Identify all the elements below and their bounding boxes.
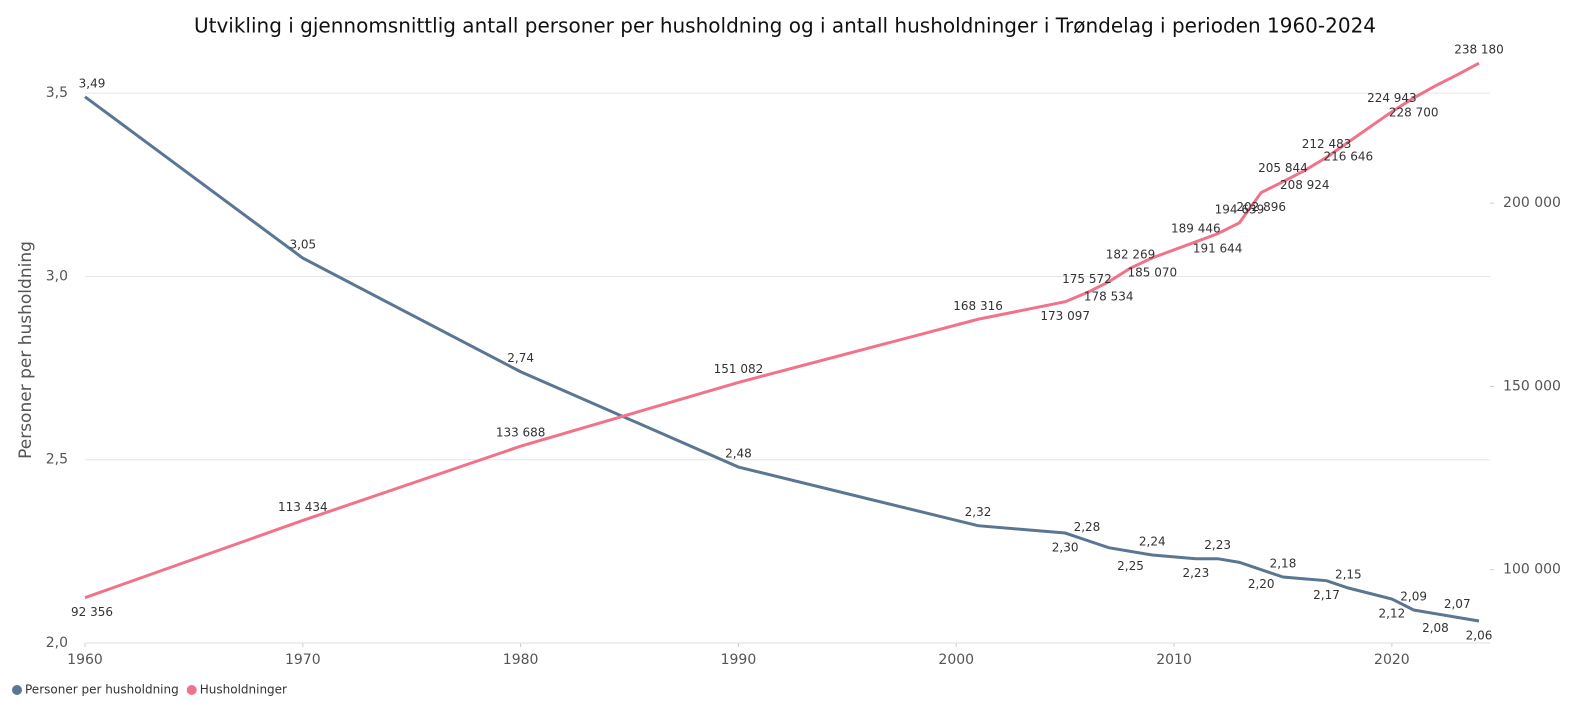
y2-tick-label: 200 000 — [1503, 195, 1561, 211]
series-line — [84, 61, 1480, 600]
data-label: 2,18 — [1270, 557, 1297, 571]
data-label: 113 434 — [278, 500, 328, 514]
x-tick-label: 2020 — [1374, 652, 1410, 668]
data-label: 2,24 — [1139, 535, 1166, 549]
y-tick-label: 3,0 — [46, 268, 68, 284]
y-tick-label: 2,5 — [46, 452, 68, 468]
data-label: 224 943 — [1367, 91, 1417, 105]
y2-tick-label: 150 000 — [1503, 378, 1561, 394]
data-label: 175 572 — [1062, 272, 1112, 286]
data-label: 2,25 — [1117, 559, 1144, 573]
data-label: 2,12 — [1379, 607, 1406, 621]
x-tick-label: 2000 — [938, 652, 974, 668]
data-label: 2,32 — [965, 505, 992, 519]
data-label: 2,15 — [1335, 568, 1362, 582]
data-label: 2,74 — [507, 351, 534, 365]
data-label: 92 356 — [71, 605, 113, 619]
data-label: 2,28 — [1074, 520, 1101, 534]
y-axis-label: Personer per husholdning — [16, 241, 36, 459]
data-label: 212 483 — [1302, 137, 1352, 151]
data-label: 2,06 — [1466, 629, 1493, 643]
data-label: 2,09 — [1400, 590, 1427, 604]
data-label: 185 070 — [1127, 265, 1177, 279]
chart-title: Utvikling i gjennomsnittlig antall perso… — [194, 14, 1376, 38]
data-label: 178 534 — [1084, 289, 1134, 303]
data-label: 182 269 — [1106, 248, 1156, 262]
data-label: 2,20 — [1248, 577, 1275, 591]
data-label: 205 844 — [1258, 161, 1308, 175]
data-label: 2,08 — [1422, 621, 1449, 635]
data-label: 238 180 — [1454, 43, 1504, 57]
data-label: 133 688 — [496, 426, 546, 440]
data-label: 208 924 — [1280, 178, 1330, 192]
legend-label: Husholdninger — [200, 683, 287, 697]
data-label: 173 097 — [1040, 309, 1090, 323]
data-label: 2,23 — [1182, 566, 1209, 580]
data-label: 228 700 — [1389, 105, 1439, 119]
y2-tick-label: 100 000 — [1503, 562, 1561, 578]
data-label: 202 896 — [1236, 200, 1286, 214]
legend-marker — [12, 685, 22, 695]
x-tick-label: 1970 — [285, 652, 321, 668]
data-label: 3,49 — [79, 76, 106, 90]
x-tick-label: 1960 — [67, 652, 103, 668]
legend-marker — [186, 685, 197, 695]
y-tick-label: 2,0 — [46, 635, 68, 651]
data-label: 2,48 — [725, 447, 752, 461]
data-label: 2,07 — [1444, 597, 1471, 611]
data-label: 194 639 — [1215, 202, 1265, 216]
x-tick-label: 1980 — [503, 652, 539, 668]
x-tick-label: 1990 — [721, 652, 757, 668]
data-label: 2,30 — [1052, 541, 1079, 555]
y-tick-label: 3,5 — [46, 85, 68, 101]
data-label: 168 316 — [953, 299, 1003, 313]
data-label: 2,23 — [1204, 538, 1231, 552]
data-label: 189 446 — [1171, 221, 1221, 235]
data-label: 151 082 — [714, 362, 764, 376]
data-label: 216 646 — [1324, 150, 1374, 164]
legend-label: Personer per husholdning — [25, 683, 179, 697]
data-label: 2,17 — [1313, 588, 1340, 602]
x-tick-label: 2010 — [1156, 652, 1192, 668]
series-line — [84, 95, 1480, 623]
data-label: 191 644 — [1193, 241, 1243, 255]
data-label: 3,05 — [289, 238, 316, 252]
